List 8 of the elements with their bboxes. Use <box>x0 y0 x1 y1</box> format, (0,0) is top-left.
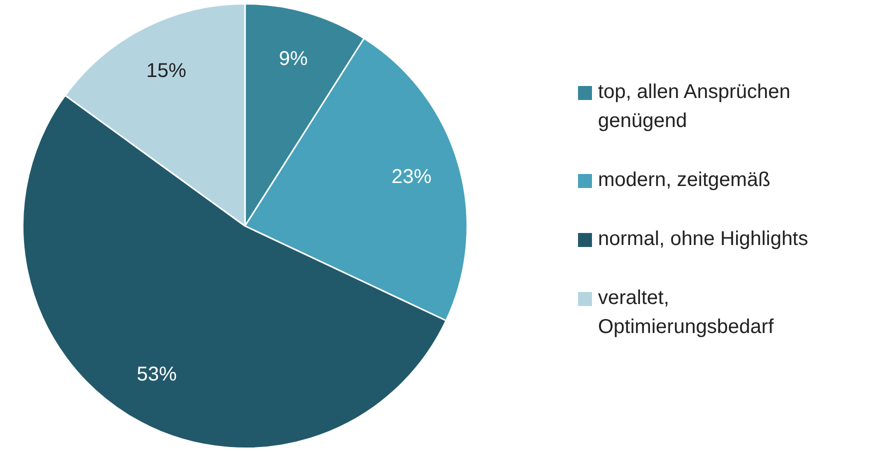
legend-label: modern, zeitgemäß <box>598 168 770 193</box>
legend-label: normal, ohne Highlights <box>598 227 808 252</box>
data-label: 53% <box>136 364 177 386</box>
legend-label: veraltet, Optimierungsbedarf <box>598 286 775 340</box>
data-label: 23% <box>391 166 432 188</box>
data-label: 15% <box>146 60 187 82</box>
legend-label: top, allen Ansprüchen genügend <box>598 80 792 134</box>
data-label: 9% <box>278 48 308 70</box>
